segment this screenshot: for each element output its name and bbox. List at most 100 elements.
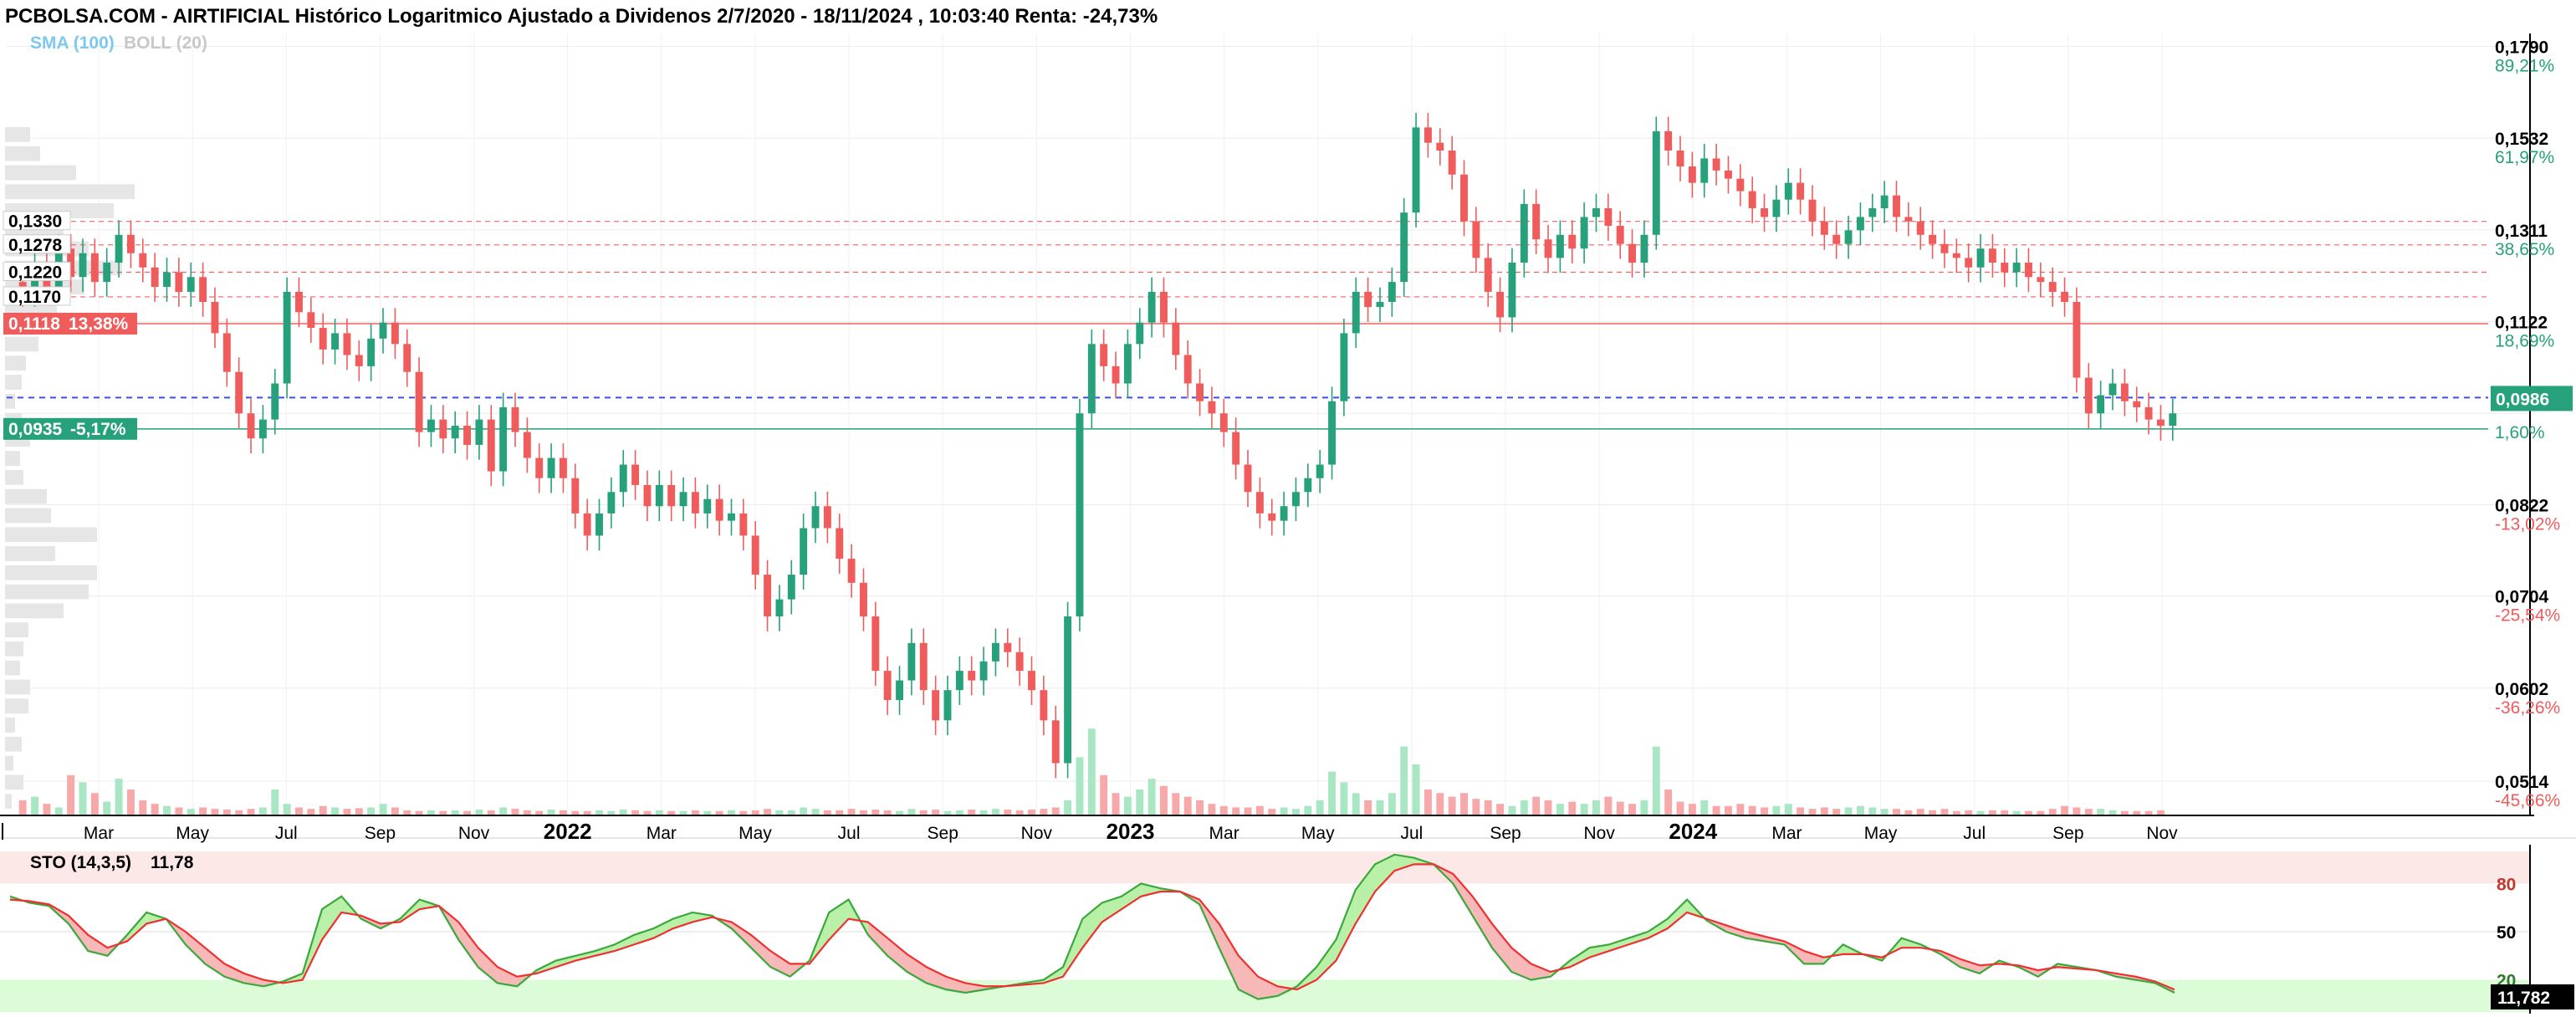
candle-body xyxy=(295,291,303,313)
candle-body xyxy=(607,492,616,514)
sto-fill-bearish xyxy=(750,934,771,968)
sto-fill-bullish xyxy=(555,955,576,968)
current-price-tag-label: 0,0986 xyxy=(2496,390,2549,409)
volume-bar xyxy=(1136,790,1144,815)
volume-bar xyxy=(619,810,627,815)
volume-bar xyxy=(319,805,327,815)
candle-body xyxy=(415,371,423,432)
sto-fill-bearish xyxy=(1491,923,1512,972)
sto-fill-bullish xyxy=(1355,864,1376,924)
volume-bar xyxy=(728,810,735,815)
volume-bar xyxy=(1940,809,1949,815)
sto-fill-bullish xyxy=(1141,883,1161,897)
volume-bar xyxy=(1219,805,1228,815)
volume-bar xyxy=(271,790,279,815)
month-label: Sep xyxy=(1490,824,1521,843)
candle-body xyxy=(211,301,219,334)
volume-bar xyxy=(764,809,772,815)
level-label: 0,1170 xyxy=(8,288,61,307)
volume-bar xyxy=(1784,804,1792,815)
price-tick-pct: -36,26% xyxy=(2495,698,2560,718)
candle-body xyxy=(823,506,831,529)
candle-body xyxy=(1784,182,1792,200)
volume-profile-bar xyxy=(5,336,38,352)
sto-fill-bearish xyxy=(867,922,888,956)
candle-body xyxy=(1844,230,1853,244)
candle-body xyxy=(1028,671,1035,691)
volume-bar xyxy=(1772,805,1781,815)
candle-body xyxy=(343,333,351,355)
volume-profile-bar xyxy=(5,393,15,409)
candle-body xyxy=(1965,258,1973,268)
volume-bar xyxy=(258,807,267,815)
volume-bar xyxy=(43,804,51,815)
sto-fill-bearish xyxy=(185,932,206,964)
overbought-zone xyxy=(0,851,2530,884)
volume-bar xyxy=(331,807,340,815)
month-label: Mar xyxy=(1209,824,1239,843)
volume-bar xyxy=(955,810,963,815)
candle-body xyxy=(379,322,387,339)
volume-bar xyxy=(968,810,976,815)
volume-bar xyxy=(439,810,447,815)
level-label: 0,1220 xyxy=(8,263,62,282)
volume-bar xyxy=(607,810,616,815)
volume-bar xyxy=(1292,809,1300,815)
volume-profile-bar xyxy=(5,184,135,200)
price-tick-pct: 38,65% xyxy=(2495,240,2554,259)
volume-bar xyxy=(247,809,255,815)
candle-body xyxy=(811,506,820,529)
price-tick-pct: 61,97% xyxy=(2495,148,2554,167)
volume-bar xyxy=(2001,810,2009,815)
boll-indicator-label[interactable]: BOLL (20) xyxy=(124,33,207,53)
sto-fill-bullish xyxy=(1316,939,1337,980)
volume-profile-bar xyxy=(5,774,23,790)
candle-body xyxy=(1712,158,1720,171)
volume-bar xyxy=(1484,800,1492,815)
volume-bar xyxy=(18,800,27,815)
candle-body xyxy=(883,671,892,701)
candle-body xyxy=(1640,234,1648,263)
volume-bar xyxy=(1028,810,1035,815)
volume-profile-bar xyxy=(5,527,97,543)
volume-bar xyxy=(199,807,207,815)
price-tick-label: 0,1311 xyxy=(2495,222,2548,241)
candle-body xyxy=(2084,377,2093,414)
volume-bar xyxy=(1076,757,1084,815)
sto-fill-bearish xyxy=(1453,873,1473,916)
level-label-box xyxy=(3,286,71,306)
candle-body xyxy=(1880,195,1889,209)
volume-bar xyxy=(2108,810,2117,815)
sto-fill-bullish xyxy=(653,918,673,938)
candle-body xyxy=(1725,170,1732,179)
sma-indicator-label[interactable]: SMA (100) xyxy=(30,33,115,53)
volume-bar xyxy=(631,810,640,815)
candle-body xyxy=(1064,616,1072,764)
volume-profile-bar xyxy=(5,603,64,619)
candle-body xyxy=(499,406,508,472)
sto-fill-bearish xyxy=(770,951,790,977)
volume-bar xyxy=(1976,810,1985,815)
candle-body xyxy=(307,312,315,329)
volume-bar xyxy=(2012,810,2021,815)
month-label: Mar xyxy=(647,824,677,843)
volume-bar xyxy=(751,810,759,815)
year-label: 2024 xyxy=(1669,819,1717,844)
candle-body xyxy=(1688,166,1696,183)
volume-bar xyxy=(1797,807,1805,815)
candle-body xyxy=(1316,464,1324,478)
candle-body xyxy=(463,426,471,445)
candle-body xyxy=(126,234,135,253)
volume-bar xyxy=(139,800,147,815)
candle-body xyxy=(860,582,867,617)
volume-bar xyxy=(715,810,723,815)
volume-profile-bar xyxy=(5,679,30,695)
candle-body xyxy=(1556,234,1564,258)
sto-title[interactable]: STO (14,3,5) xyxy=(30,853,131,872)
volume-bar xyxy=(1160,785,1168,815)
volume-profile-bar xyxy=(5,508,51,524)
candle-body xyxy=(667,484,676,507)
price-tick-pct: 89,21% xyxy=(2495,57,2554,76)
candle-body xyxy=(1087,344,1096,414)
